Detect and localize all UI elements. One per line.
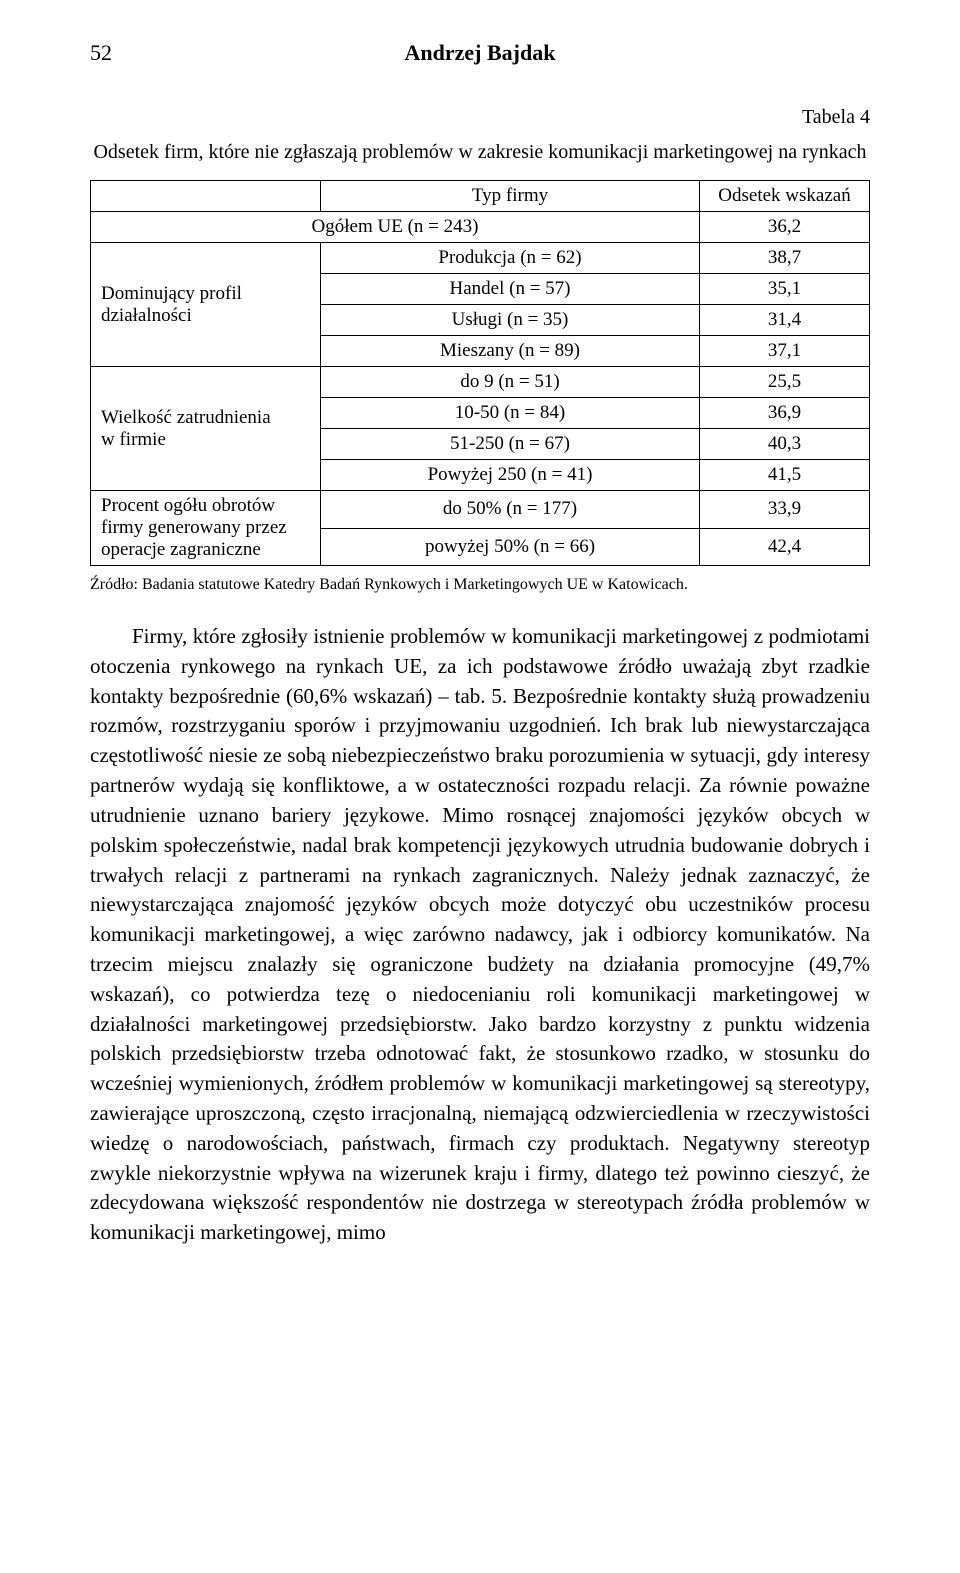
table-header-typ: Typ firmy [321, 181, 700, 212]
table-header-blank [91, 181, 321, 212]
author-name: Andrzej Bajdak [90, 40, 870, 66]
table-row: Wielkość zatrudnienia w firmie do 9 (n =… [91, 367, 870, 398]
table-cell: do 9 (n = 51) [321, 367, 700, 398]
table-row: Ogółem UE (n = 243) 36,2 [91, 212, 870, 243]
page-header: 52 Andrzej Bajdak [90, 40, 870, 66]
table-cell: 42,4 [700, 528, 870, 566]
table-cell: 35,1 [700, 274, 870, 305]
table-cell: 37,1 [700, 336, 870, 367]
table-cell: Ogółem UE (n = 243) [91, 212, 700, 243]
table-cell: Powyżej 250 (n = 41) [321, 460, 700, 491]
table-cell: 33,9 [700, 491, 870, 529]
table-row: Procent ogółu obrotów firmy generowany p… [91, 491, 870, 529]
table-caption: Odsetek firm, które nie zgłaszają proble… [90, 139, 870, 166]
table-cell: 25,5 [700, 367, 870, 398]
table-cell: Usługi (n = 35) [321, 305, 700, 336]
table-cell: powyżej 50% (n = 66) [321, 528, 700, 566]
body-paragraph: Firmy, które zgłosiły istnienie problemó… [90, 622, 870, 1248]
table-cell: 36,9 [700, 398, 870, 429]
table-cell: 36,2 [700, 212, 870, 243]
table-row: Dominujący profil działalności Produkcja… [91, 243, 870, 274]
table-header-odsetek: Odsetek wskazań [700, 181, 870, 212]
table-group-label: Wielkość zatrudnienia w firmie [91, 367, 321, 491]
table-header-row: Typ firmy Odsetek wskazań [91, 181, 870, 212]
table-source: Źródło: Badania statutowe Katedry Badań … [90, 576, 870, 594]
table-cell: 38,7 [700, 243, 870, 274]
table-cell: 41,5 [700, 460, 870, 491]
table-cell: 31,4 [700, 305, 870, 336]
table-group-label: Procent ogółu obrotów firmy generowany p… [91, 491, 321, 566]
table-cell: Produkcja (n = 62) [321, 243, 700, 274]
table-number-label: Tabela 4 [90, 106, 870, 129]
table-cell: Handel (n = 57) [321, 274, 700, 305]
table-cell: do 50% (n = 177) [321, 491, 700, 529]
table-cell: Mieszany (n = 89) [321, 336, 700, 367]
table-cell: 40,3 [700, 429, 870, 460]
table-cell: 51-250 (n = 67) [321, 429, 700, 460]
table-cell: 10-50 (n = 84) [321, 398, 700, 429]
data-table: Typ firmy Odsetek wskazań Ogółem UE (n =… [90, 180, 870, 566]
table-group-label: Dominujący profil działalności [91, 243, 321, 367]
